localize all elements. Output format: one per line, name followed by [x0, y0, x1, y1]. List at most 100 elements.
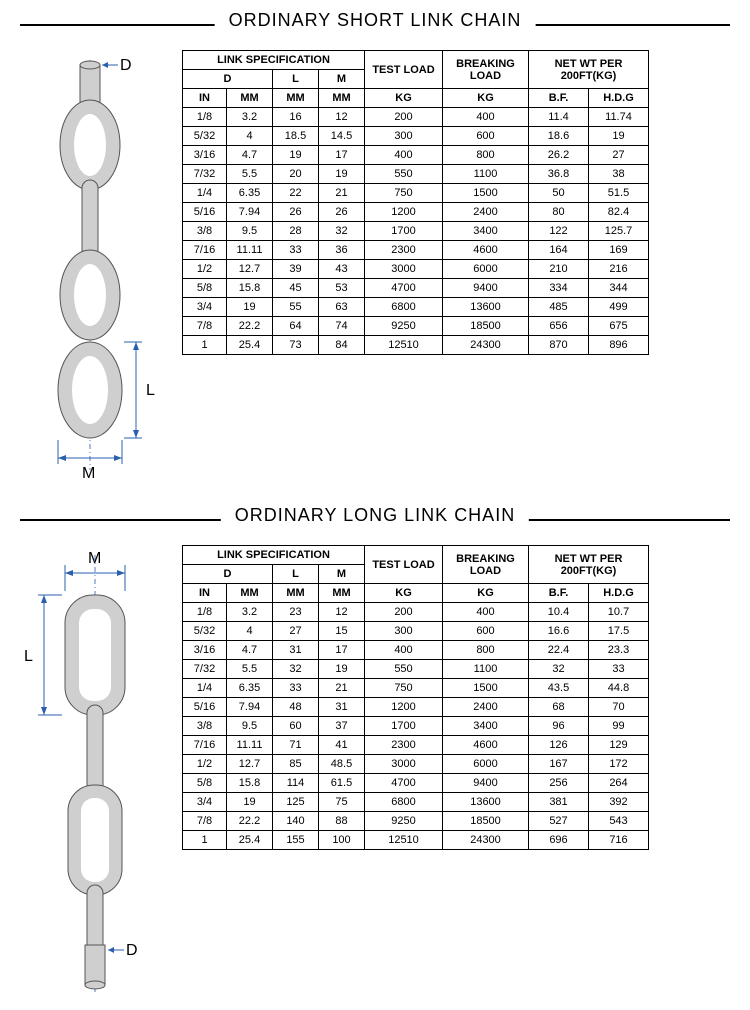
table-cell: 44.8: [589, 679, 649, 698]
table-cell: 24300: [443, 831, 529, 850]
table-cell: 31: [273, 641, 319, 660]
table-cell: 1/8: [183, 108, 227, 127]
table-cell: 210: [529, 260, 589, 279]
table-cell: 22.4: [529, 641, 589, 660]
table-cell: 4.7: [227, 146, 273, 165]
table-cell: 36: [319, 241, 365, 260]
table-cell: 9400: [443, 774, 529, 793]
dim-label-M: M: [82, 465, 95, 480]
table-row: 125.41551001251024300696716: [183, 831, 649, 850]
table-cell: 26: [273, 203, 319, 222]
table-cell: 4600: [443, 241, 529, 260]
hdr-L: L: [273, 70, 319, 89]
table-row: 1/46.353321750150043.544.8: [183, 679, 649, 698]
table-cell: 99: [589, 717, 649, 736]
table-cell: 9250: [365, 317, 443, 336]
table-cell: 2300: [365, 241, 443, 260]
table-cell: 11.74: [589, 108, 649, 127]
table-cell: 22.2: [227, 317, 273, 336]
table-cell: 300: [365, 127, 443, 146]
table-cell: 55: [273, 298, 319, 317]
table-cell: 17: [319, 146, 365, 165]
table-cell: 3/8: [183, 222, 227, 241]
table-cell: 1700: [365, 222, 443, 241]
table-cell: 19: [589, 127, 649, 146]
table-row: 5/815.8455347009400334344: [183, 279, 649, 298]
table-cell: 155: [273, 831, 319, 850]
section-title: ORDINARY LONG LINK CHAIN: [221, 505, 529, 526]
table-cell: 400: [443, 603, 529, 622]
table-cell: 125.7: [589, 222, 649, 241]
table-cell: 600: [443, 127, 529, 146]
hdr-HDG: H.D.G: [589, 89, 649, 108]
table-cell: 6800: [365, 298, 443, 317]
table-cell: 75: [319, 793, 365, 812]
table-cell: 7/32: [183, 660, 227, 679]
table-cell: 800: [443, 641, 529, 660]
table-cell: 1: [183, 336, 227, 355]
table-cell: 25.4: [227, 336, 273, 355]
table-cell: 334: [529, 279, 589, 298]
hdr-IN: IN: [183, 584, 227, 603]
table-cell: 50: [529, 184, 589, 203]
table-cell: 10.4: [529, 603, 589, 622]
table-cell: 2400: [443, 698, 529, 717]
table-cell: 48.5: [319, 755, 365, 774]
table-cell: 32: [319, 222, 365, 241]
table-cell: 80: [529, 203, 589, 222]
table-cell: 5/16: [183, 203, 227, 222]
table-cell: 84: [319, 336, 365, 355]
table-cell: 26.2: [529, 146, 589, 165]
table-body-long: 1/83.2231220040010.410.75/32427153006001…: [183, 603, 649, 850]
table-cell: 3/4: [183, 793, 227, 812]
hdr-BF: B.F.: [529, 584, 589, 603]
table-cell: 51.5: [589, 184, 649, 203]
table-cell: 7/8: [183, 812, 227, 831]
table-cell: 68: [529, 698, 589, 717]
table-cell: 9250: [365, 812, 443, 831]
dim-label-D: D: [126, 942, 138, 959]
table-cell: 400: [365, 641, 443, 660]
table-row: 3/89.56037170034009699: [183, 717, 649, 736]
table-cell: 15: [319, 622, 365, 641]
table-cell: 1700: [365, 717, 443, 736]
table-cell: 64: [273, 317, 319, 336]
table-cell: 3.2: [227, 603, 273, 622]
table-cell: 5.5: [227, 165, 273, 184]
table-cell: 19: [227, 793, 273, 812]
table-cell: 600: [443, 622, 529, 641]
table-cell: 750: [365, 184, 443, 203]
table-cell: 750: [365, 679, 443, 698]
table-cell: 31: [319, 698, 365, 717]
table-cell: 543: [589, 812, 649, 831]
table-cell: 3/16: [183, 641, 227, 660]
table-cell: 18500: [443, 317, 529, 336]
table-cell: 716: [589, 831, 649, 850]
table-cell: 39: [273, 260, 319, 279]
table-cell: 18.5: [273, 127, 319, 146]
table-cell: 19: [319, 165, 365, 184]
table-cell: 23.3: [589, 641, 649, 660]
table-row: 5/324271530060016.617.5: [183, 622, 649, 641]
table-cell: 129: [589, 736, 649, 755]
table-cell: 18.6: [529, 127, 589, 146]
table-cell: 126: [529, 736, 589, 755]
table-cell: 11.11: [227, 736, 273, 755]
table-cell: 19: [227, 298, 273, 317]
table-cell: 6.35: [227, 679, 273, 698]
table-cell: 20: [273, 165, 319, 184]
table-cell: 3000: [365, 260, 443, 279]
table-cell: 5/32: [183, 622, 227, 641]
hdr-M: M: [319, 70, 365, 89]
table-row: 1/212.78548.530006000167172: [183, 755, 649, 774]
table-row: 7/1611.11333623004600164169: [183, 241, 649, 260]
table-cell: 6000: [443, 755, 529, 774]
table-cell: 4600: [443, 736, 529, 755]
table-cell: 381: [529, 793, 589, 812]
title-bar: ORDINARY LONG LINK CHAIN: [20, 505, 730, 533]
spec-table-short: LINK SPECIFICATION TEST LOAD BREAKING LO…: [182, 50, 649, 355]
table-cell: 9400: [443, 279, 529, 298]
table-cell: 11.11: [227, 241, 273, 260]
table-cell: 7/16: [183, 736, 227, 755]
table-cell: 3400: [443, 222, 529, 241]
